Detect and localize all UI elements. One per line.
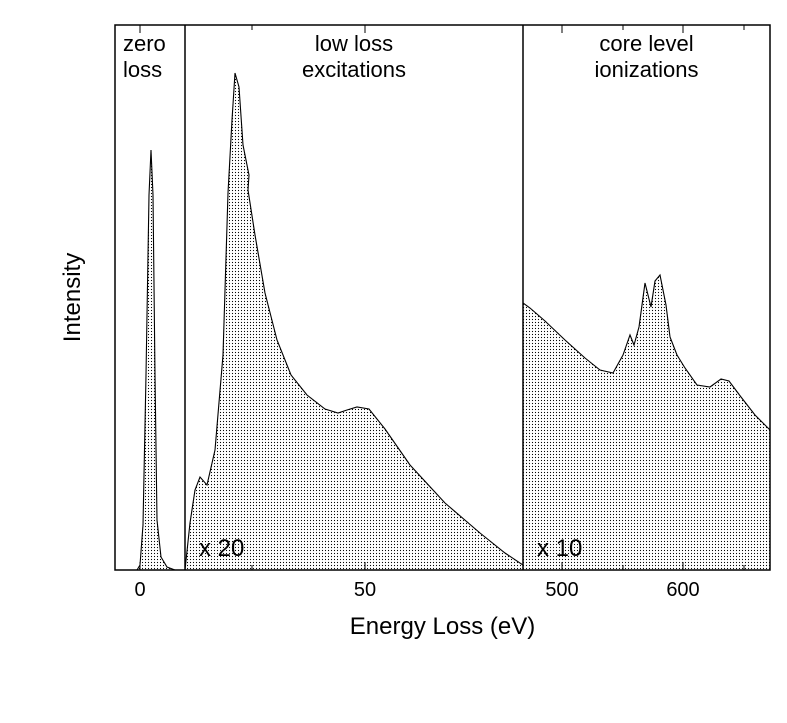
region-label-low-loss-0: low loss bbox=[315, 31, 393, 56]
low-loss-area bbox=[185, 73, 523, 570]
zero-loss-area bbox=[115, 150, 185, 570]
region-label-core-loss-1: ionizations bbox=[595, 57, 699, 82]
region-label-core-loss-0: core level bbox=[599, 31, 693, 56]
region-label-low-loss-1: excitations bbox=[302, 57, 406, 82]
xtick-label: 600 bbox=[666, 579, 699, 601]
core-loss-area bbox=[523, 275, 770, 570]
xtick-label: 500 bbox=[545, 579, 578, 601]
spectrum-svg: 050500600700Energy Loss (eV)Intensityzer… bbox=[0, 0, 787, 723]
x-axis-label: Energy Loss (eV) bbox=[350, 613, 535, 640]
eels-spectrum-chart: 050500600700Energy Loss (eV)Intensityzer… bbox=[0, 0, 787, 723]
xtick-label: 50 bbox=[354, 579, 376, 601]
region-label-zero-loss-1: loss bbox=[123, 57, 162, 82]
xtick-label: 0 bbox=[134, 579, 145, 601]
scale-label-low-loss: x 20 bbox=[199, 535, 244, 562]
y-axis-label: Intensity bbox=[59, 253, 86, 342]
region-label-zero-loss-0: zero bbox=[123, 31, 166, 56]
scale-label-core-loss: x 10 bbox=[537, 535, 582, 562]
